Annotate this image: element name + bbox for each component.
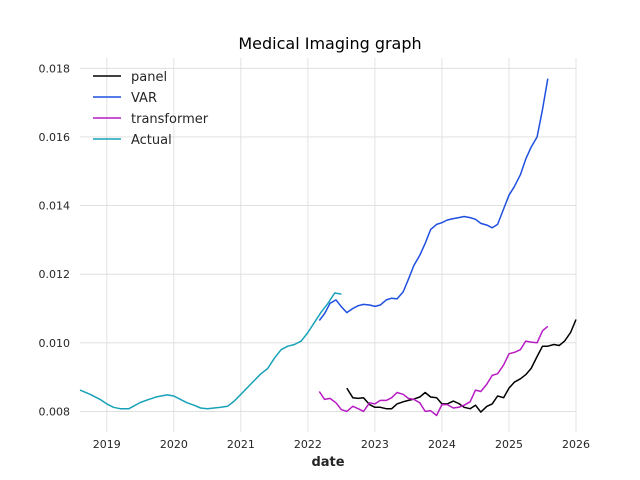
y-tick-label: 0.016 — [39, 131, 71, 144]
series-lines — [79, 78, 577, 417]
legend-label: VAR — [131, 91, 157, 106]
x-tick-label: 2019 — [93, 438, 121, 451]
series-line-panel — [346, 319, 577, 413]
x-tick-label: 2025 — [495, 438, 523, 451]
series-line-var — [318, 78, 549, 321]
x-tick-label: 2023 — [361, 438, 389, 451]
grid-lines — [80, 58, 577, 432]
x-axis-ticks: 2019 2020 2021 2022 2023 2024 2025 2026 — [93, 438, 590, 451]
y-tick-label: 0.010 — [39, 337, 71, 350]
y-tick-label: 0.014 — [39, 200, 71, 213]
legend-label: Actual — [131, 133, 172, 148]
x-tick-label: 2026 — [562, 438, 590, 451]
series-line-actual — [79, 292, 342, 410]
chart-title: Medical Imaging graph — [238, 34, 421, 53]
y-tick-label: 0.018 — [39, 62, 71, 75]
x-axis-label: date — [311, 455, 344, 470]
legend: panel VAR transformer Actual — [93, 70, 209, 148]
x-tick-label: 2024 — [428, 438, 456, 451]
x-tick-label: 2021 — [227, 438, 255, 451]
legend-label: transformer — [131, 112, 209, 127]
y-tick-label: 0.012 — [39, 268, 71, 281]
y-tick-label: 0.008 — [39, 405, 71, 418]
legend-label: panel — [131, 70, 167, 85]
series-line-transformer — [318, 325, 549, 417]
x-tick-label: 2020 — [160, 438, 188, 451]
y-axis-ticks: 0.008 0.010 0.012 0.014 0.016 0.018 — [39, 62, 71, 418]
x-tick-label: 2022 — [294, 438, 322, 451]
